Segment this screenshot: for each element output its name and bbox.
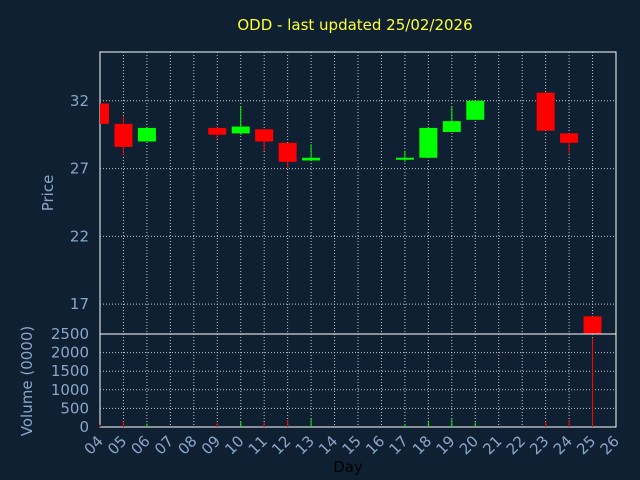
candle-body	[583, 316, 602, 334]
x-tick-labels: 0405060708091011121314151617181920212223…	[81, 432, 623, 458]
x-tick-label: 21	[479, 432, 505, 458]
volume-tick-label: 0	[79, 418, 89, 436]
x-tick-label: 12	[268, 432, 294, 458]
candle-body	[466, 100, 485, 120]
candle-body	[419, 127, 438, 158]
x-tick-label: 04	[81, 432, 107, 458]
x-tick-label: 26	[597, 432, 623, 458]
candle-body	[278, 142, 297, 162]
x-tick-label: 23	[526, 432, 552, 458]
price-tick-label: 27	[70, 160, 89, 178]
candle-body	[536, 92, 555, 131]
candle-body	[137, 127, 156, 142]
x-tick-label: 22	[503, 432, 529, 458]
volume-grid	[100, 334, 616, 427]
x-tick-label: 19	[432, 432, 458, 458]
x-tick-label: 13	[292, 432, 318, 458]
x-tick-label: 25	[573, 432, 599, 458]
x-tick-label: 11	[245, 432, 271, 458]
x-axis-label: Day	[333, 458, 363, 476]
x-tick-label: 06	[128, 432, 154, 458]
candle-body	[395, 157, 414, 160]
chart-title: ODD - last updated 25/02/2026	[237, 16, 472, 34]
candles	[100, 92, 602, 334]
candle-body	[302, 157, 321, 161]
volume-bars	[99, 337, 594, 427]
price-grid	[100, 52, 616, 334]
candle-body	[255, 129, 274, 142]
price-panel: 17 22 27 32 Price	[39, 51, 617, 335]
x-tick-label: 14	[315, 432, 341, 458]
volume-tick-label: 500	[60, 399, 89, 417]
x-tick-label: 16	[362, 432, 388, 458]
volume-tick-label: 2000	[51, 344, 89, 362]
x-tick-label: 18	[409, 432, 435, 458]
price-axis-label: Price	[39, 175, 57, 212]
x-tick-label: 08	[174, 432, 200, 458]
candle-body	[114, 123, 133, 147]
price-tick-labels: 17 22 27 32	[70, 92, 89, 313]
candle-body	[100, 103, 109, 124]
x-tick-label: 05	[104, 432, 130, 458]
volume-tick-label: 1500	[51, 362, 89, 380]
price-tick-label: 22	[70, 227, 89, 245]
x-tick-label: 10	[221, 432, 247, 458]
volume-plot-area	[99, 333, 617, 428]
x-tick-label: 09	[198, 432, 224, 458]
x-tick-label: 17	[386, 432, 412, 458]
candles-clipped	[100, 92, 602, 334]
candle-body	[560, 133, 579, 143]
x-tick-label: 20	[456, 432, 482, 458]
candle-body	[208, 127, 227, 135]
price-tick-label: 17	[70, 295, 89, 313]
volume-tick-label: 2500	[51, 325, 89, 343]
candle-body	[442, 121, 461, 132]
candle-body	[231, 126, 250, 134]
x-tick-label: 24	[550, 432, 576, 458]
volume-tick-label: 1000	[51, 381, 89, 399]
x-tick-label: 15	[339, 432, 365, 458]
volume-axis-label: Volume (0000)	[18, 326, 36, 436]
price-tick-label: 32	[70, 92, 89, 110]
x-tick-label: 07	[151, 432, 177, 458]
